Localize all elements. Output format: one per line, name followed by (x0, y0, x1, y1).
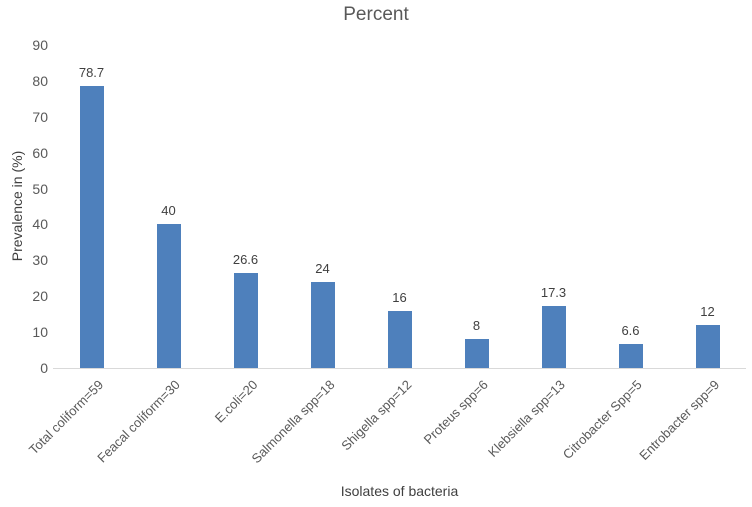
bar-value-label: 12 (700, 303, 715, 319)
y-tick-label: 60 (32, 144, 48, 161)
y-tick-label: 10 (32, 324, 48, 341)
bar-value-label: 26.6 (232, 251, 259, 267)
y-tick-label: 40 (32, 216, 48, 233)
x-category-label: Entrobacter spp=9 (636, 377, 723, 463)
x-category-label: Citrobacter Spp=5 (560, 377, 646, 462)
y-tick-label: 70 (32, 108, 48, 125)
bar (387, 310, 412, 368)
y-tick-label: 20 (32, 288, 48, 305)
x-category-label: E.coli=20 (211, 377, 261, 426)
bar-value-label: 6.6 (621, 323, 640, 339)
bar (79, 85, 104, 368)
chart-title: Percent (343, 4, 409, 25)
x-category-label: Total coliform=59 (25, 377, 107, 458)
x-category-label: Proteus spp=6 (420, 377, 492, 448)
plot-area: 78.7 40 26.6 24 16 8 17.3 6.6 12 (53, 45, 746, 369)
bar (233, 272, 258, 368)
bar-value-label: 17.3 (540, 284, 567, 300)
x-category-label: Shigella spp=12 (337, 377, 415, 454)
y-tick-label: 0 (40, 360, 48, 376)
bar-value-label: 78.7 (78, 64, 105, 80)
bar (695, 324, 720, 368)
bar-value-label: 16 (392, 289, 407, 305)
bar-value-label: 8 (472, 318, 481, 334)
y-axis-title: Prevalence in (%) (9, 150, 25, 262)
bar (618, 344, 643, 368)
y-tick-label: 50 (32, 180, 48, 197)
bar-value-label: 24 (315, 260, 330, 276)
x-axis-title: Isolates of bacteria (340, 483, 459, 499)
bar (541, 305, 566, 368)
bar (156, 224, 181, 368)
x-category-label: Salmonella spp=18 (248, 377, 338, 467)
y-tick-label: 90 (32, 37, 48, 53)
bar (464, 339, 489, 368)
x-category-label: Feacal coliform=30 (94, 377, 184, 466)
x-category-label: Klebsiella spp=13 (485, 377, 569, 460)
y-tick-label: 30 (32, 252, 48, 269)
x-axis-line (53, 368, 746, 369)
bar (310, 281, 335, 368)
y-tick-label: 80 (32, 72, 48, 89)
bar-value-label: 40 (161, 203, 176, 219)
